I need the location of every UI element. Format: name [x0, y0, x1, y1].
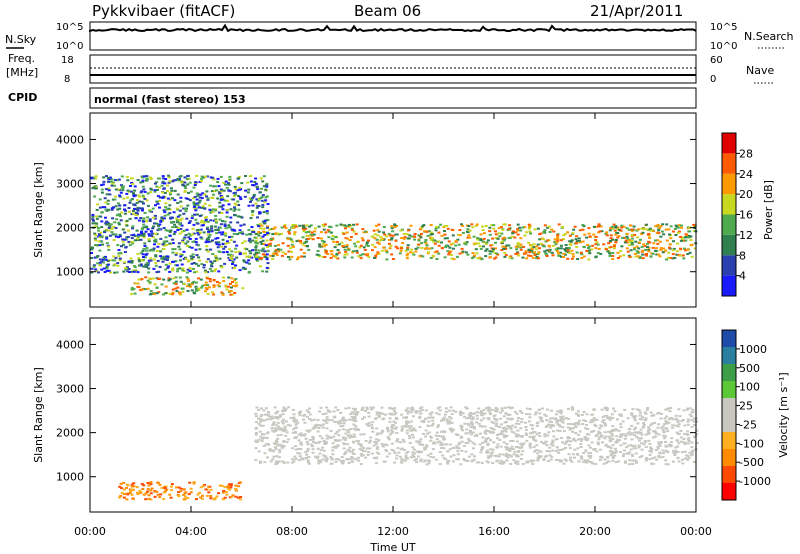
nsearch-tick-low: 10^0	[710, 41, 737, 52]
velocity-ytick-3000: 3000	[56, 383, 84, 396]
velocity-ytick-1000: 1000	[56, 471, 84, 484]
x-tick-label: 16:00	[478, 525, 510, 538]
cpid-row: CPID normal (fast stereo) 153	[8, 87, 697, 109]
power-ytick-1000: 1000	[56, 266, 84, 279]
x-tick-label: 12:00	[377, 525, 409, 538]
velocity-echo-band	[254, 406, 699, 466]
power-echo-band	[130, 276, 245, 296]
power-ylabel: Slant Range [km]	[32, 162, 45, 258]
nsky-tick-high: 10^5	[56, 22, 83, 33]
velocity-colorbar-tick: 1000	[739, 343, 767, 356]
nave-tick-low: 0	[710, 74, 716, 85]
station-title: Pykkvibaer (fitACF)	[92, 2, 235, 20]
power-colorbar-tick: 12	[739, 229, 753, 242]
power-colorbar-tick: 28	[739, 147, 753, 160]
power-colorbar-label: Power [dB]	[762, 180, 775, 240]
velocity-colorbar-tick: -100	[739, 437, 764, 450]
velocity-ylabel: Slant Range [km]	[32, 367, 45, 463]
nsearch-label: N.Search	[744, 30, 794, 43]
power-ytick-2000: 2000	[56, 222, 84, 235]
nsky-panel: N.Sky 10^5 10^0 10^5 10^0 N.Search	[5, 21, 794, 52]
power-echo-band	[254, 223, 698, 261]
velocity-colorbar-tick: 25	[739, 400, 753, 413]
x-tick-label: 08:00	[276, 525, 308, 538]
power-colorbar: 4 8 12 16 20 24 28	[721, 132, 753, 297]
x-tick-label: 20:00	[579, 525, 611, 538]
power-colorbar-tick: 20	[739, 188, 753, 201]
power-colorbar-tick: 16	[739, 209, 753, 222]
power-echo-layer	[90, 174, 698, 296]
velocity-colorbar: 1000 500 100 25 -25 -100 -500 -1000	[721, 329, 771, 501]
freq-tick-low: 8	[64, 74, 70, 85]
freq-unit-label: [MHz]	[6, 66, 38, 79]
beam-title: Beam 06	[354, 2, 421, 20]
velocity-colorbar-tick: 500	[739, 362, 760, 375]
velocity-colorbar-tick: -25	[739, 418, 757, 431]
velocity-ytick-4000: 4000	[56, 338, 84, 351]
nsky-trace	[89, 23, 697, 33]
velocity-colorbar-label: Velocity [m s⁻¹]	[777, 372, 790, 457]
power-colorbar-tick: 8	[739, 249, 746, 262]
nsky-label: N.Sky	[5, 33, 37, 46]
velocity-ytick-2000: 2000	[56, 427, 84, 440]
power-ytick-3000: 3000	[56, 178, 84, 191]
power-panel: 1000 2000 3000 4000 Slant Range [km] 4 8 12 16…	[32, 112, 775, 308]
x-tick-label: 00:00	[74, 525, 106, 538]
x-axis-label: Time UT	[369, 541, 415, 554]
power-ytick-4000: 4000	[56, 133, 84, 146]
date-title: 21/Apr/2011	[590, 2, 683, 20]
nave-tick-high: 60	[710, 55, 723, 66]
x-tick-label: 00:00	[680, 525, 712, 538]
velocity-colorbar-tick: -1000	[739, 475, 771, 488]
cpid-value: normal (fast stereo) 153	[94, 93, 246, 106]
velocity-colorbar-tick: 100	[739, 381, 760, 394]
freq-panel: Freq. [MHz] 18 8 60 0 Nave	[6, 52, 774, 85]
nave-label: Nave	[746, 64, 774, 77]
velocity-echo-band	[118, 481, 243, 501]
nsearch-tick-high: 10^5	[710, 22, 737, 33]
power-colorbar-tick: 4	[739, 270, 746, 283]
power-echo-band	[90, 174, 270, 274]
freq-tick-high: 18	[61, 55, 74, 66]
velocity-panel: 1000 2000 3000 4000 Slant Range [km] 1000 50…	[32, 317, 790, 513]
power-colorbar-tick: 24	[739, 168, 753, 181]
x-tick-label: 04:00	[175, 525, 207, 538]
cpid-label: CPID	[8, 91, 37, 104]
velocity-echo-layer	[118, 406, 699, 501]
nsky-tick-low: 10^0	[56, 41, 83, 52]
time-axis: 00:00 04:00 08:00 12:00 16:00 20:00 00:00	[74, 113, 712, 538]
velocity-colorbar-tick: -500	[739, 456, 764, 469]
freq-label: Freq.	[8, 52, 35, 65]
